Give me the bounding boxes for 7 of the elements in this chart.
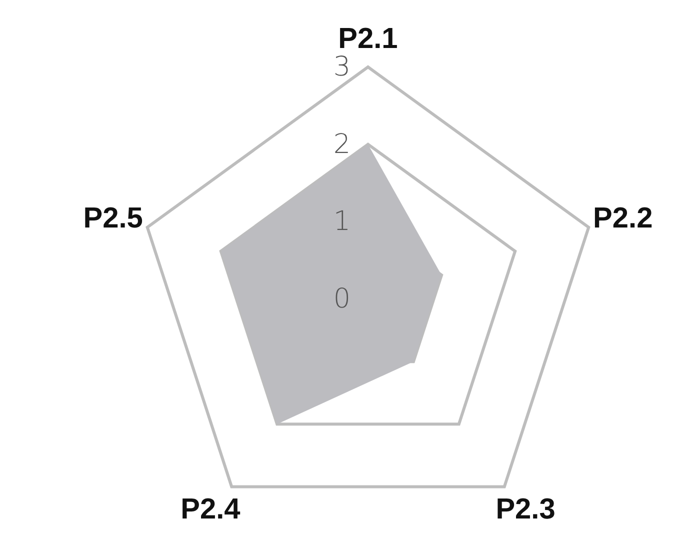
- spoke-label: P2.4: [180, 493, 240, 526]
- y-tick-label: 0: [333, 284, 351, 314]
- y-tick-label: 1: [333, 206, 351, 238]
- spoke-label: P2.3: [496, 493, 556, 526]
- spoke-label: P2.5: [83, 202, 143, 235]
- y-tick-label: 2: [333, 128, 351, 160]
- spoke-label: P2.2: [593, 202, 653, 235]
